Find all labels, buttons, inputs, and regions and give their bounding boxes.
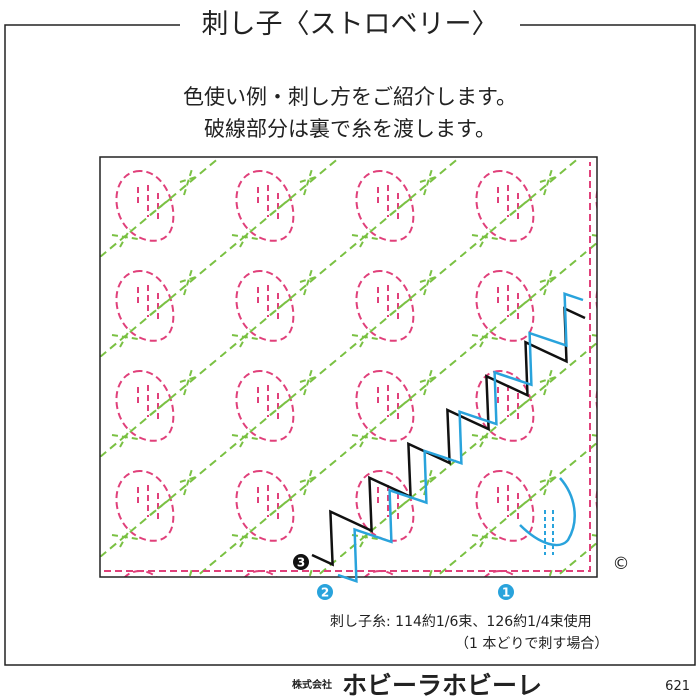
marker-label: 3 [297,556,305,570]
title-bg [180,8,520,44]
pattern-border [99,156,598,578]
marker-label: 1 [502,586,510,600]
edge-stitch [104,162,591,572]
stitch-path-black [311,306,586,567]
brand: ホビーラホビーレ [342,671,542,700]
page-number: 621 [665,679,690,694]
stitch-path-blue [337,292,584,583]
company-type: 株式会社 [292,678,332,691]
thread-note: （1 本どりで刺す場合） [455,636,608,652]
arrow-path [519,477,576,547]
title: 刺し子〈ストロベリー〉 [202,9,499,40]
thread-info: 刺し子糸: 114約1/6束、126約1/4束使用 [330,613,592,630]
marker-label: 2 [321,586,329,600]
description: 色使い例・刺し方をご紹介します。 [183,85,517,109]
pattern [100,157,597,577]
back-stitch [544,510,554,555]
description: 破線部分は裏で糸を渡します。 [204,117,496,141]
copyright: © [613,554,630,574]
marker: 3 2 1 [293,554,514,600]
